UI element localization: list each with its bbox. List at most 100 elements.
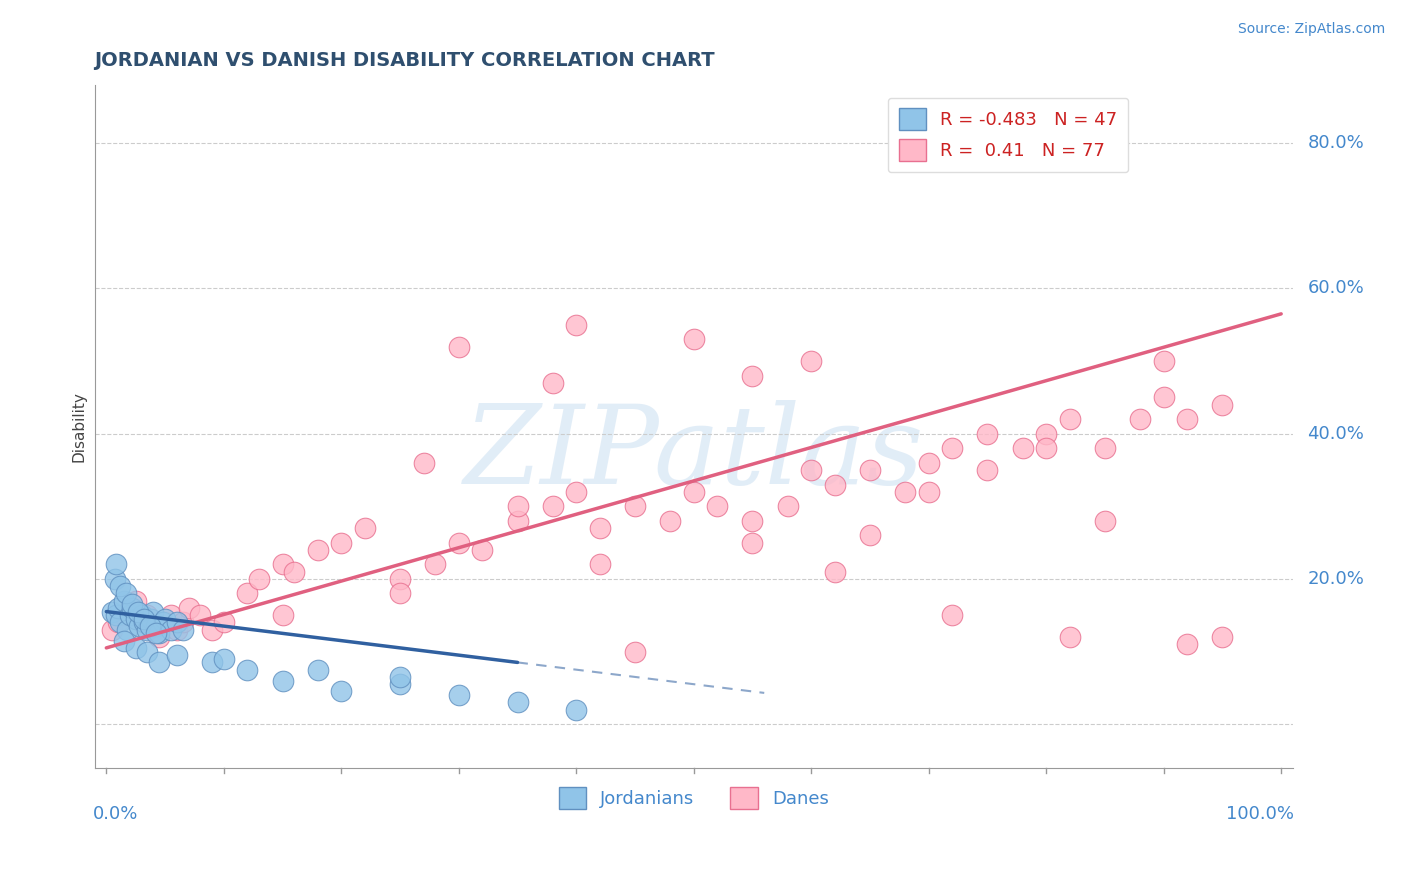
- Point: [506, 695, 529, 709]
- Point: [624, 644, 647, 658]
- Point: [188, 608, 211, 623]
- Point: [131, 608, 153, 623]
- Point: [1035, 441, 1057, 455]
- Point: [131, 615, 153, 630]
- Point: [824, 477, 846, 491]
- Point: [153, 615, 176, 630]
- Point: [160, 608, 183, 623]
- Point: [142, 623, 165, 637]
- Point: [918, 484, 941, 499]
- Point: [447, 535, 470, 549]
- Point: [541, 376, 564, 390]
- Point: [236, 663, 259, 677]
- Point: [148, 630, 170, 644]
- Point: [541, 500, 564, 514]
- Point: [506, 514, 529, 528]
- Point: [110, 579, 132, 593]
- Point: [565, 484, 588, 499]
- Point: [112, 633, 135, 648]
- Point: [136, 623, 159, 637]
- Point: [447, 688, 470, 702]
- Point: [941, 608, 963, 623]
- Point: [389, 670, 412, 684]
- Point: [976, 463, 998, 477]
- Point: [659, 514, 682, 528]
- Point: [271, 558, 294, 572]
- Text: 40.0%: 40.0%: [1308, 425, 1364, 442]
- Point: [1094, 514, 1116, 528]
- Text: 60.0%: 60.0%: [1308, 279, 1364, 297]
- Point: [412, 456, 434, 470]
- Point: [307, 542, 329, 557]
- Point: [132, 612, 155, 626]
- Point: [624, 500, 647, 514]
- Point: [142, 605, 165, 619]
- Point: [247, 572, 270, 586]
- Y-axis label: Disability: Disability: [72, 391, 86, 462]
- Legend: Jordanians, Danes: Jordanians, Danes: [551, 780, 837, 817]
- Point: [283, 565, 305, 579]
- Point: [166, 615, 188, 630]
- Point: [127, 605, 149, 619]
- Point: [824, 565, 846, 579]
- Point: [115, 586, 138, 600]
- Point: [941, 441, 963, 455]
- Point: [741, 368, 763, 383]
- Point: [236, 586, 259, 600]
- Point: [139, 619, 162, 633]
- Point: [389, 572, 412, 586]
- Point: [307, 663, 329, 677]
- Text: JORDANIAN VS DANISH DISABILITY CORRELATION CHART: JORDANIAN VS DANISH DISABILITY CORRELATI…: [94, 51, 716, 70]
- Point: [107, 601, 129, 615]
- Point: [1059, 412, 1081, 426]
- Point: [152, 615, 174, 630]
- Point: [589, 521, 612, 535]
- Point: [112, 608, 135, 623]
- Point: [389, 586, 412, 600]
- Point: [104, 608, 127, 623]
- Point: [1059, 630, 1081, 644]
- Point: [125, 640, 148, 655]
- Point: [918, 456, 941, 470]
- Point: [121, 601, 143, 615]
- Point: [136, 608, 159, 623]
- Point: [1153, 354, 1175, 368]
- Text: 0.0%: 0.0%: [93, 805, 139, 823]
- Point: [103, 572, 125, 586]
- Point: [859, 528, 882, 542]
- Point: [800, 354, 823, 368]
- Point: [110, 615, 132, 630]
- Point: [1035, 426, 1057, 441]
- Point: [166, 648, 188, 662]
- Point: [118, 601, 141, 615]
- Point: [976, 426, 998, 441]
- Point: [125, 612, 148, 626]
- Point: [145, 626, 167, 640]
- Point: [800, 463, 823, 477]
- Point: [177, 601, 200, 615]
- Point: [160, 623, 183, 637]
- Point: [330, 684, 353, 698]
- Point: [118, 608, 141, 623]
- Point: [172, 615, 194, 630]
- Point: [148, 656, 170, 670]
- Point: [201, 623, 224, 637]
- Point: [101, 623, 124, 637]
- Point: [136, 644, 159, 658]
- Point: [741, 535, 763, 549]
- Point: [706, 500, 728, 514]
- Point: [776, 500, 799, 514]
- Point: [112, 593, 135, 607]
- Point: [1211, 398, 1233, 412]
- Point: [565, 703, 588, 717]
- Point: [565, 318, 588, 332]
- Point: [107, 615, 129, 630]
- Point: [153, 612, 176, 626]
- Point: [741, 514, 763, 528]
- Text: 20.0%: 20.0%: [1308, 570, 1364, 588]
- Point: [1153, 390, 1175, 404]
- Point: [128, 619, 150, 633]
- Point: [506, 500, 529, 514]
- Point: [471, 542, 494, 557]
- Text: ZIPatlas: ZIPatlas: [464, 400, 924, 508]
